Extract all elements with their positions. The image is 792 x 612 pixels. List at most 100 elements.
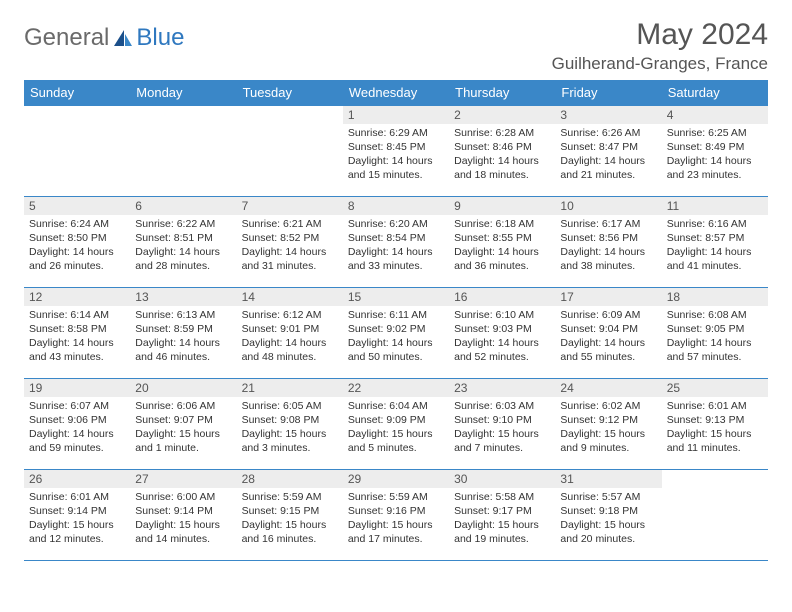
day-number: 28	[237, 470, 343, 488]
day-info: Sunrise: 6:18 AMSunset: 8:55 PMDaylight:…	[454, 218, 550, 273]
brand-sail-icon	[112, 28, 134, 48]
day-number: 13	[130, 288, 236, 306]
day-number: 10	[555, 197, 661, 215]
day-info: Sunrise: 6:21 AMSunset: 8:52 PMDaylight:…	[242, 218, 338, 273]
day-number: 11	[662, 197, 768, 215]
day-number: 23	[449, 379, 555, 397]
day-info: Sunrise: 6:03 AMSunset: 9:10 PMDaylight:…	[454, 400, 550, 455]
calendar-day-cell	[237, 106, 343, 197]
day-info: Sunrise: 6:11 AMSunset: 9:02 PMDaylight:…	[348, 309, 444, 364]
day-info: Sunrise: 6:24 AMSunset: 8:50 PMDaylight:…	[29, 218, 125, 273]
day-info: Sunrise: 5:59 AMSunset: 9:16 PMDaylight:…	[348, 491, 444, 546]
day-number: 9	[449, 197, 555, 215]
calendar-day-cell: 7 Sunrise: 6:21 AMSunset: 8:52 PMDaylight…	[237, 197, 343, 288]
day-info: Sunrise: 6:01 AMSunset: 9:14 PMDaylight:…	[29, 491, 125, 546]
calendar-day-cell: 15Sunrise: 6:11 AMSunset: 9:02 PMDayligh…	[343, 288, 449, 379]
brand-logo: General Blue	[24, 18, 184, 52]
day-info: Sunrise: 6:10 AMSunset: 9:03 PMDaylight:…	[454, 309, 550, 364]
day-number: 12	[24, 288, 130, 306]
calendar-day-cell: 19 Sunrise: 6:07 AMSunset: 9:06 PMDayligh…	[24, 379, 130, 470]
calendar-day-cell: 9 Sunrise: 6:18 AMSunset: 8:55 PMDaylight…	[449, 197, 555, 288]
day-header: Thursday	[449, 80, 555, 106]
calendar-day-cell: 29 Sunrise: 5:59 AMSunset: 9:16 PMDayligh…	[343, 470, 449, 561]
day-header: Sunday	[24, 80, 130, 106]
day-info: Sunrise: 6:28 AMSunset: 8:46 PMDaylight:…	[454, 127, 550, 182]
day-info: Sunrise: 5:58 AMSunset: 9:17 PMDaylight:…	[454, 491, 550, 546]
calendar-day-cell: 4 Sunrise: 6:25 AMSunset: 8:49 PMDaylight…	[662, 106, 768, 197]
day-number: 4	[662, 106, 768, 124]
day-info: Sunrise: 6:22 AMSunset: 8:51 PMDaylight:…	[135, 218, 231, 273]
title-block: May 2024 Guilherand-Granges, France	[552, 18, 768, 74]
day-info: Sunrise: 6:16 AMSunset: 8:57 PMDaylight:…	[667, 218, 763, 273]
calendar-day-cell: 12 Sunrise: 6:14 AMSunset: 8:58 PMDayligh…	[24, 288, 130, 379]
day-number: 17	[555, 288, 661, 306]
day-info: Sunrise: 5:57 AMSunset: 9:18 PMDaylight:…	[560, 491, 656, 546]
day-info: Sunrise: 6:02 AMSunset: 9:12 PMDaylight:…	[560, 400, 656, 455]
calendar-day-cell: 31Sunrise: 5:57 AMSunset: 9:18 PMDayligh…	[555, 470, 661, 561]
day-header: Wednesday	[343, 80, 449, 106]
day-number: 21	[237, 379, 343, 397]
brand-text-1: General	[24, 24, 109, 52]
calendar-day-cell: 23 Sunrise: 6:03 AMSunset: 9:10 PMDayligh…	[449, 379, 555, 470]
calendar-day-cell: 20Sunrise: 6:06 AMSunset: 9:07 PMDayligh…	[130, 379, 236, 470]
calendar-week-row: 5 Sunrise: 6:24 AMSunset: 8:50 PMDaylight…	[24, 197, 768, 288]
day-header: Saturday	[662, 80, 768, 106]
calendar-day-cell: 10 Sunrise: 6:17 AMSunset: 8:56 PMDayligh…	[555, 197, 661, 288]
day-info: Sunrise: 6:20 AMSunset: 8:54 PMDaylight:…	[348, 218, 444, 273]
day-number: 22	[343, 379, 449, 397]
brand-text-2: Blue	[136, 24, 184, 52]
calendar-day-cell: 3 Sunrise: 6:26 AMSunset: 8:47 PMDaylight…	[555, 106, 661, 197]
calendar-day-cell: 2 Sunrise: 6:28 AMSunset: 8:46 PMDaylight…	[449, 106, 555, 197]
calendar-day-cell: 28 Sunrise: 5:59 AMSunset: 9:15 PMDayligh…	[237, 470, 343, 561]
calendar-day-cell: 22Sunrise: 6:04 AMSunset: 9:09 PMDayligh…	[343, 379, 449, 470]
day-info: Sunrise: 6:05 AMSunset: 9:08 PMDaylight:…	[242, 400, 338, 455]
day-info: Sunrise: 6:17 AMSunset: 8:56 PMDaylight:…	[560, 218, 656, 273]
day-number: 8	[343, 197, 449, 215]
day-number: 14	[237, 288, 343, 306]
day-info: Sunrise: 5:59 AMSunset: 9:15 PMDaylight:…	[242, 491, 338, 546]
day-number: 27	[130, 470, 236, 488]
calendar-day-cell: 30 Sunrise: 5:58 AMSunset: 9:17 PMDayligh…	[449, 470, 555, 561]
day-info: Sunrise: 6:01 AMSunset: 9:13 PMDaylight:…	[667, 400, 763, 455]
day-number: 1	[343, 106, 449, 124]
calendar-week-row: 19 Sunrise: 6:07 AMSunset: 9:06 PMDayligh…	[24, 379, 768, 470]
day-number: 3	[555, 106, 661, 124]
day-info: Sunrise: 6:07 AMSunset: 9:06 PMDaylight:…	[29, 400, 125, 455]
day-number: 19	[24, 379, 130, 397]
day-info: Sunrise: 6:25 AMSunset: 8:49 PMDaylight:…	[667, 127, 763, 182]
calendar-day-cell: 1 Sunrise: 6:29 AMSunset: 8:45 PMDaylight…	[343, 106, 449, 197]
calendar-day-cell: 14 Sunrise: 6:12 AMSunset: 9:01 PMDayligh…	[237, 288, 343, 379]
day-number: 5	[24, 197, 130, 215]
day-header: Tuesday	[237, 80, 343, 106]
day-info: Sunrise: 6:26 AMSunset: 8:47 PMDaylight:…	[560, 127, 656, 182]
calendar-table: SundayMondayTuesdayWednesdayThursdayFrid…	[24, 80, 768, 561]
day-number: 2	[449, 106, 555, 124]
day-header: Monday	[130, 80, 236, 106]
day-number: 16	[449, 288, 555, 306]
calendar-week-row: 26 Sunrise: 6:01 AMSunset: 9:14 PMDayligh…	[24, 470, 768, 561]
day-info: Sunrise: 6:29 AMSunset: 8:45 PMDaylight:…	[348, 127, 444, 182]
calendar-day-cell: 13Sunrise: 6:13 AMSunset: 8:59 PMDayligh…	[130, 288, 236, 379]
calendar-day-cell: 6Sunrise: 6:22 AMSunset: 8:51 PMDaylight…	[130, 197, 236, 288]
day-info: Sunrise: 6:12 AMSunset: 9:01 PMDaylight:…	[242, 309, 338, 364]
calendar-day-cell	[130, 106, 236, 197]
calendar-body: 1 Sunrise: 6:29 AMSunset: 8:45 PMDaylight…	[24, 106, 768, 561]
day-info: Sunrise: 6:14 AMSunset: 8:58 PMDaylight:…	[29, 309, 125, 364]
day-number: 30	[449, 470, 555, 488]
calendar-day-cell: 21 Sunrise: 6:05 AMSunset: 9:08 PMDayligh…	[237, 379, 343, 470]
day-info: Sunrise: 6:06 AMSunset: 9:07 PMDaylight:…	[135, 400, 231, 455]
day-number: 29	[343, 470, 449, 488]
calendar-day-cell: 11 Sunrise: 6:16 AMSunset: 8:57 PMDayligh…	[662, 197, 768, 288]
day-header: Friday	[555, 80, 661, 106]
calendar-day-cell	[662, 470, 768, 561]
calendar-page: General Blue May 2024 Guilherand-Granges…	[0, 0, 792, 571]
calendar-week-row: 12 Sunrise: 6:14 AMSunset: 8:58 PMDayligh…	[24, 288, 768, 379]
calendar-header-row: SundayMondayTuesdayWednesdayThursdayFrid…	[24, 80, 768, 106]
calendar-day-cell: 26 Sunrise: 6:01 AMSunset: 9:14 PMDayligh…	[24, 470, 130, 561]
month-title: May 2024	[552, 18, 768, 52]
day-number: 7	[237, 197, 343, 215]
day-number: 24	[555, 379, 661, 397]
calendar-day-cell: 27Sunrise: 6:00 AMSunset: 9:14 PMDayligh…	[130, 470, 236, 561]
day-number: 26	[24, 470, 130, 488]
calendar-day-cell: 8 Sunrise: 6:20 AMSunset: 8:54 PMDaylight…	[343, 197, 449, 288]
